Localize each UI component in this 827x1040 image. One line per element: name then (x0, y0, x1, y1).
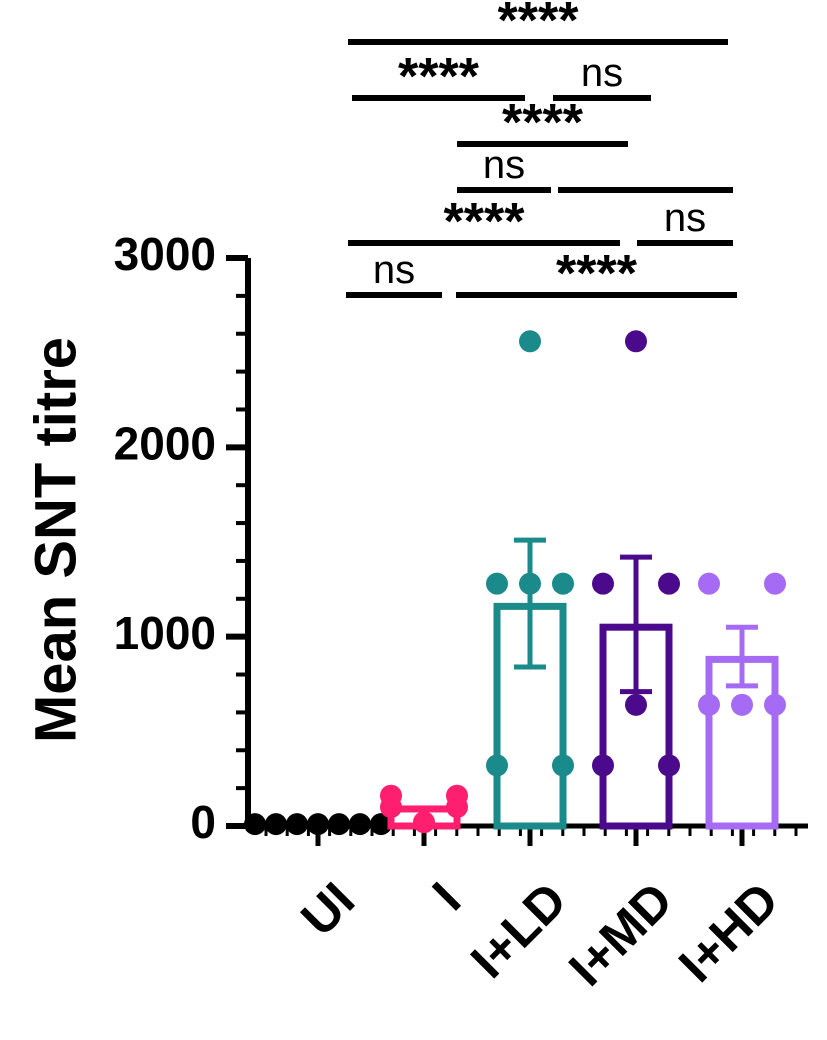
data-point (446, 796, 468, 819)
data-point (519, 330, 541, 353)
data-point (552, 572, 574, 595)
bar (705, 655, 779, 830)
y-tick-label: 0 (190, 796, 216, 848)
data-point (519, 572, 541, 595)
data-point (658, 754, 680, 777)
data-point (658, 572, 680, 595)
significance-label: **** (444, 193, 526, 251)
data-point (698, 572, 720, 595)
significance-label: **** (398, 48, 480, 106)
data-point (486, 572, 508, 595)
data-point (244, 813, 266, 836)
significance-label: ns (483, 143, 525, 187)
data-point (349, 813, 371, 836)
x-tick-label: I (422, 872, 471, 921)
data-point (286, 813, 308, 836)
significance-label: ns (664, 196, 706, 240)
data-point (328, 813, 350, 836)
y-tick-label: 3000 (114, 228, 216, 280)
significance-label: **** (502, 94, 584, 152)
significance-label: **** (498, 0, 580, 50)
y-axis-title: Mean SNT titre (23, 337, 88, 743)
data-point (698, 693, 720, 716)
x-tick-label: I+HD (668, 872, 789, 993)
data-point (486, 754, 508, 777)
data-point (552, 754, 574, 777)
data-point (413, 811, 435, 834)
data-point (380, 796, 402, 819)
data-point (625, 330, 647, 353)
y-tick-label: 2000 (114, 417, 216, 469)
data-point (307, 813, 329, 836)
significance-label: **** (556, 245, 638, 303)
x-tick-label: UI (290, 872, 365, 947)
data-point (592, 572, 614, 595)
significance-label: ns (581, 51, 623, 95)
y-tick-label: 1000 (114, 607, 216, 659)
data-point (764, 572, 786, 595)
significance-label: ns (373, 248, 415, 292)
data-point (731, 693, 753, 716)
x-tick-label: I+LD (460, 872, 577, 989)
x-tick-label: I+MD (558, 872, 683, 997)
data-point (370, 813, 392, 836)
data-point (265, 813, 287, 836)
data-point (764, 693, 786, 716)
data-point (592, 754, 614, 777)
data-point (625, 693, 647, 716)
